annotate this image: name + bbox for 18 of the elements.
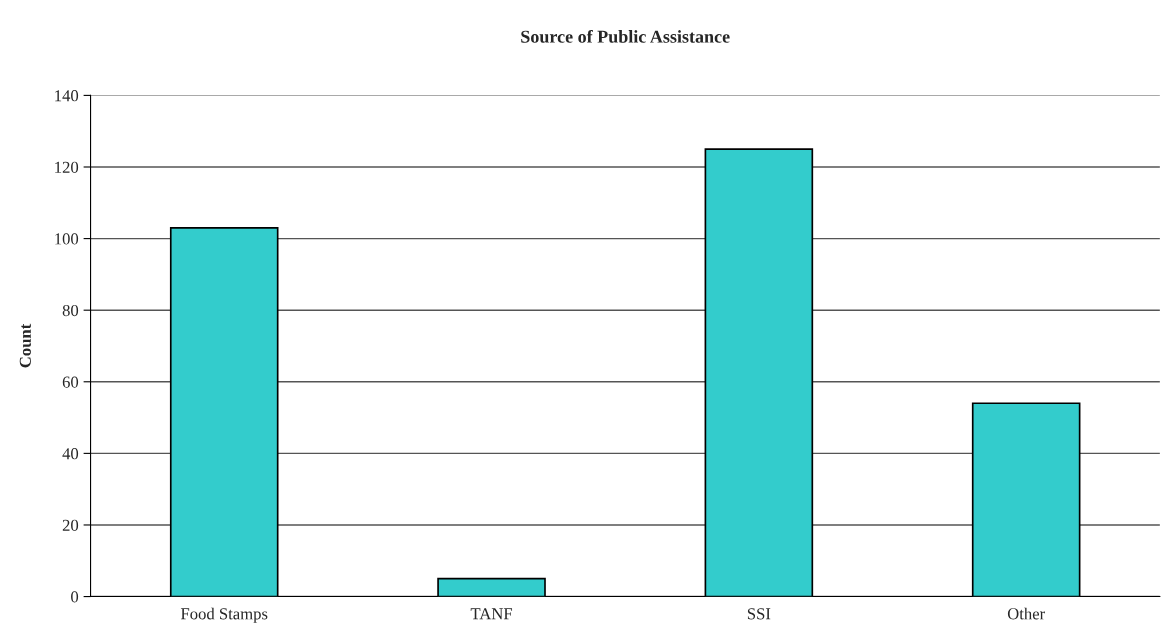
y-tick-label: 0 bbox=[71, 591, 79, 603]
bar bbox=[169, 227, 279, 597]
y-tick-label: 60 bbox=[62, 376, 79, 388]
y-tick-label: 100 bbox=[55, 233, 79, 245]
y-tick-label: 40 bbox=[62, 448, 79, 460]
y-tick-label: 80 bbox=[62, 304, 79, 317]
y-tick-label: 20 bbox=[62, 519, 79, 531]
bar bbox=[704, 148, 814, 597]
x-tick-label: TANF bbox=[470, 608, 513, 620]
y-tick-label: 140 bbox=[55, 90, 79, 102]
y-tick-label: 120 bbox=[55, 161, 79, 173]
chart-title: Source of Public Assistance bbox=[521, 29, 730, 43]
x-tick-label: SSI bbox=[747, 608, 771, 620]
x-tick-label: Food Stamps bbox=[180, 607, 268, 623]
bar bbox=[971, 402, 1081, 597]
y-axis-title: Count bbox=[19, 323, 31, 368]
x-tick-label: Other bbox=[1007, 607, 1046, 620]
bar bbox=[437, 577, 546, 597]
